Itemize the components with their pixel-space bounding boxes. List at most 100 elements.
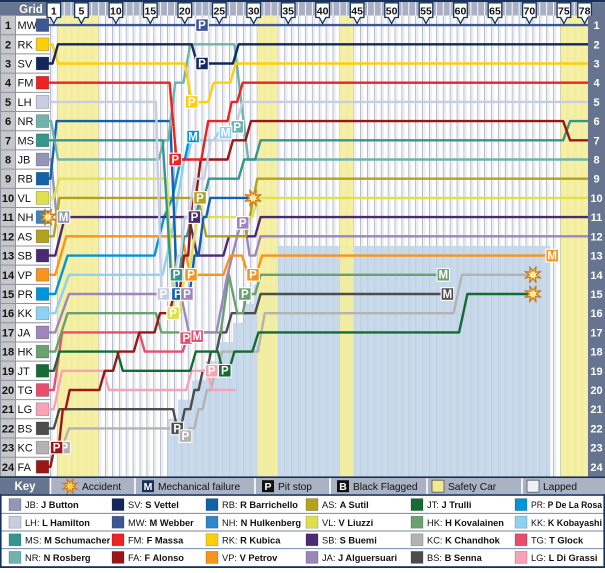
svg-text:AS: AS <box>18 231 33 243</box>
svg-text:B: B <box>339 481 347 493</box>
svg-text:19: 19 <box>590 366 602 378</box>
svg-text:P: P <box>239 218 247 230</box>
svg-text:4: 4 <box>5 78 12 90</box>
svg-text:Grid: Grid <box>19 4 43 16</box>
svg-text:KK: KK <box>18 308 33 320</box>
svg-text:P: P <box>173 423 181 435</box>
svg-text:JB: J Button: JB: J Button <box>25 500 79 510</box>
svg-text:40: 40 <box>317 5 329 17</box>
svg-text:13: 13 <box>590 251 602 263</box>
svg-text:78: 78 <box>579 5 591 17</box>
svg-text:KC: KC <box>18 443 33 455</box>
svg-text:JA: J Alguersuari: JA: J Alguersuari <box>322 553 397 563</box>
svg-text:M: M <box>144 481 153 493</box>
svg-text:Black Flagged: Black Flagged <box>353 482 418 493</box>
svg-text:FM: F Massa: FM: F Massa <box>128 535 184 545</box>
svg-text:4: 4 <box>593 78 600 90</box>
svg-text:8: 8 <box>5 155 11 167</box>
svg-text:TG: TG <box>18 385 33 397</box>
svg-text:5: 5 <box>593 97 599 109</box>
svg-text:M: M <box>59 212 69 224</box>
svg-text:P: P <box>187 270 195 282</box>
svg-text:P: P <box>233 122 241 134</box>
svg-text:RB: RB <box>18 174 33 186</box>
svg-text:P: P <box>241 289 249 301</box>
svg-text:BS: B Senna: BS: B Senna <box>427 553 483 563</box>
svg-text:P: P <box>183 289 191 301</box>
svg-text:HK: H Kovalainen: HK: H Kovalainen <box>427 518 504 528</box>
svg-text:Mechanical failure: Mechanical failure <box>158 482 240 493</box>
svg-text:60: 60 <box>455 5 467 17</box>
svg-text:30: 30 <box>248 5 260 17</box>
svg-text:JT: JT <box>18 366 31 378</box>
svg-text:RK: R Kubica: RK: R Kubica <box>222 535 281 545</box>
svg-text:10: 10 <box>2 193 14 205</box>
svg-text:22: 22 <box>2 423 14 435</box>
svg-text:AS: A Sutil: AS: A Sutil <box>322 500 369 510</box>
svg-text:SB: SB <box>18 251 33 263</box>
svg-text:SB: S Buemi: SB: S Buemi <box>322 535 377 545</box>
svg-text:21: 21 <box>590 404 602 416</box>
svg-text:23: 23 <box>2 443 14 455</box>
svg-text:5: 5 <box>5 97 11 109</box>
svg-text:12: 12 <box>590 231 602 243</box>
svg-text:P: P <box>173 270 181 282</box>
svg-text:15: 15 <box>144 5 156 17</box>
svg-text:17: 17 <box>590 327 602 339</box>
svg-text:FM: FM <box>18 78 34 90</box>
svg-text:BS: BS <box>18 423 33 435</box>
svg-text:LH: LH <box>18 97 32 109</box>
svg-text:2: 2 <box>593 39 599 51</box>
svg-text:FA: FA <box>18 462 32 474</box>
svg-text:P: P <box>171 154 179 166</box>
svg-text:PR: PR <box>18 289 33 301</box>
svg-text:Safety Car: Safety Car <box>448 482 497 493</box>
svg-text:65: 65 <box>489 5 501 17</box>
svg-text:23: 23 <box>590 443 602 455</box>
svg-text:14: 14 <box>590 270 603 282</box>
svg-text:VP: V Petrov: VP: V Petrov <box>222 553 278 563</box>
svg-text:P: P <box>182 333 190 345</box>
svg-text:KC: K Chandhok: KC: K Chandhok <box>427 535 501 545</box>
svg-text:20: 20 <box>179 5 191 17</box>
svg-text:1: 1 <box>593 20 599 32</box>
svg-text:NH: NH <box>18 212 34 224</box>
svg-text:MS: M Schumacher: MS: M Schumacher <box>25 535 111 545</box>
svg-text:VP: VP <box>18 270 33 282</box>
svg-text:P: P <box>221 366 229 378</box>
svg-text:NR: NR <box>18 116 34 128</box>
svg-text:18: 18 <box>2 347 14 359</box>
svg-text:2: 2 <box>5 39 11 51</box>
svg-text:JT: J Trulli: JT: J Trulli <box>427 500 471 510</box>
svg-text:NR: N Rosberg: NR: N Rosberg <box>25 553 91 563</box>
svg-text:19: 19 <box>2 366 14 378</box>
svg-text:18: 18 <box>590 347 602 359</box>
svg-text:21: 21 <box>2 404 14 416</box>
svg-text:LH: L Hamilton: LH: L Hamilton <box>25 518 90 528</box>
svg-text:15: 15 <box>590 289 602 301</box>
svg-text:RK: RK <box>18 39 34 51</box>
svg-text:HK: HK <box>18 347 34 359</box>
svg-text:6: 6 <box>5 116 11 128</box>
svg-text:JA: JA <box>18 327 32 339</box>
svg-text:1: 1 <box>51 5 57 17</box>
svg-text:TG: T Glock: TG: T Glock <box>531 535 584 545</box>
svg-text:JB: JB <box>18 155 31 167</box>
svg-text:P: P <box>60 443 68 455</box>
svg-text:P: P <box>169 308 177 320</box>
svg-text:55: 55 <box>420 5 432 17</box>
svg-text:75: 75 <box>558 5 570 17</box>
svg-text:SV: SV <box>18 59 33 71</box>
svg-text:VL: VL <box>18 193 31 205</box>
svg-text:8: 8 <box>593 155 599 167</box>
svg-text:35: 35 <box>282 5 294 17</box>
svg-text:RB: R Barrichello: RB: R Barrichello <box>222 500 298 510</box>
svg-text:SV: S Vettel: SV: S Vettel <box>128 500 179 510</box>
svg-text:P: P <box>191 212 199 224</box>
svg-text:M: M <box>443 289 453 301</box>
svg-text:MS: MS <box>18 135 35 147</box>
svg-text:MW: M Webber: MW: M Webber <box>128 518 194 528</box>
svg-text:P: P <box>198 20 206 32</box>
svg-text:P: P <box>208 366 216 378</box>
svg-text:PR: P De La Rosa: PR: P De La Rosa <box>531 500 603 510</box>
